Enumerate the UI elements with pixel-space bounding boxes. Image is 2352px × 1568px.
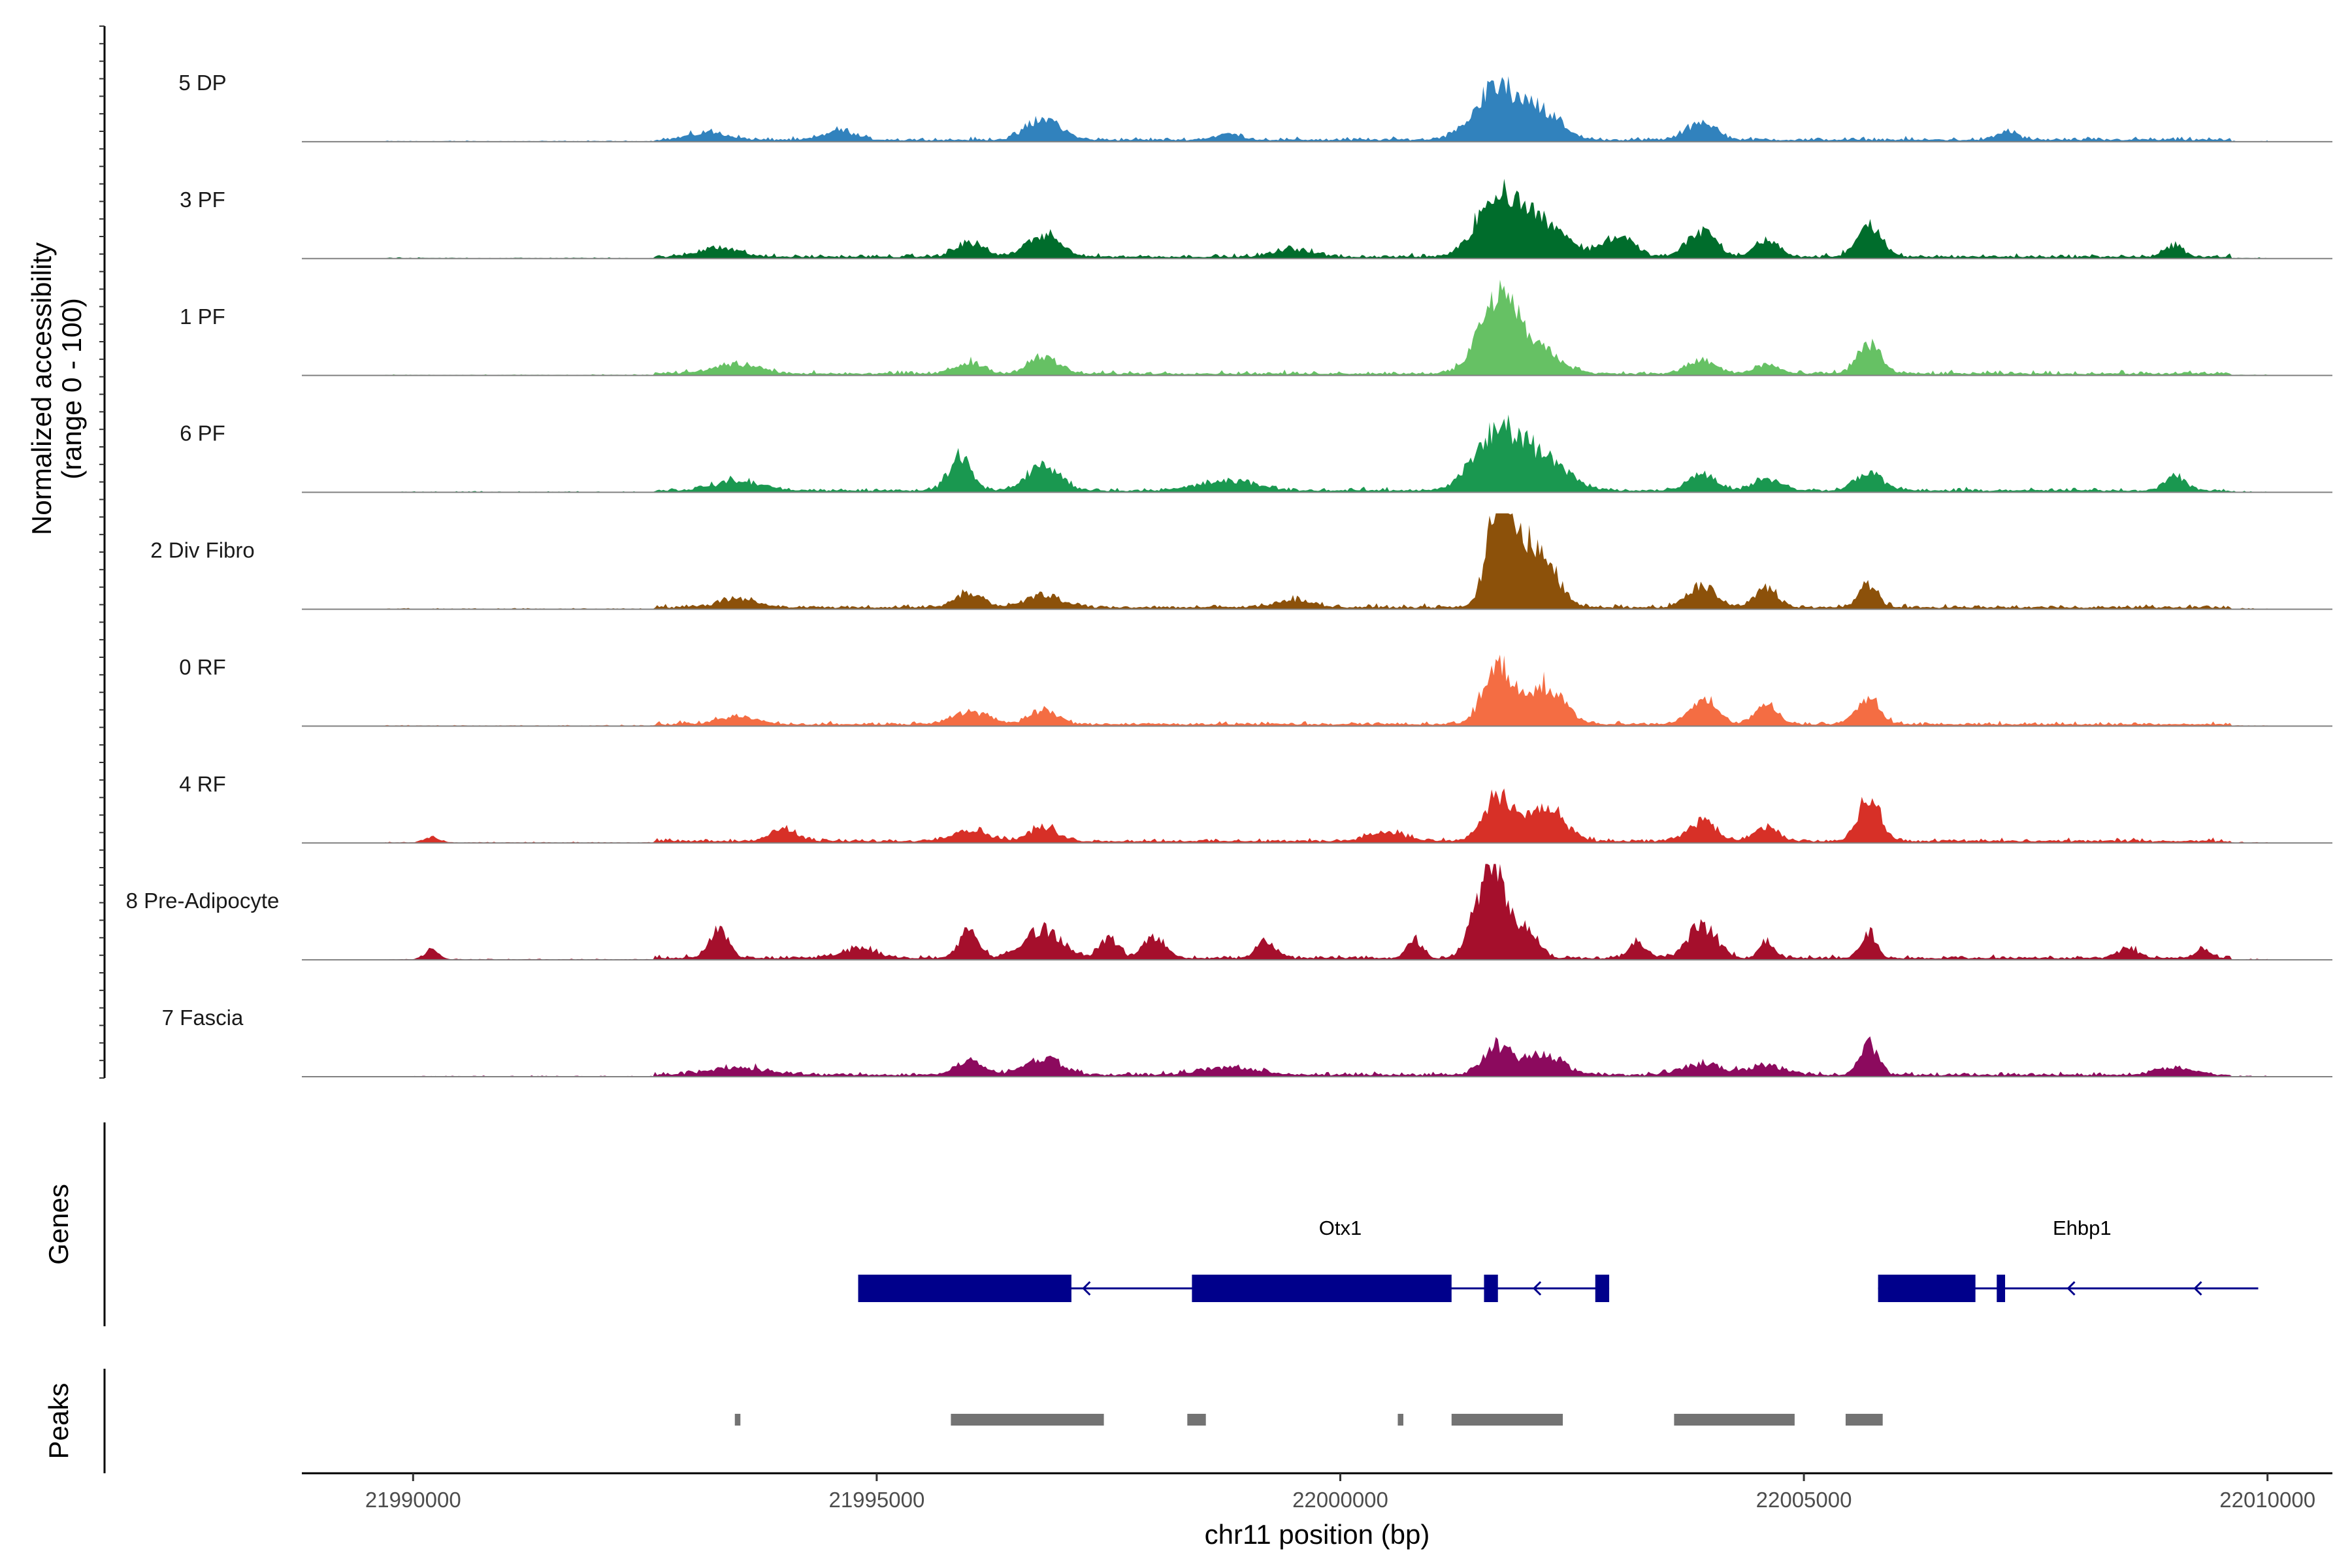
coverage-area	[385, 280, 2268, 376]
gene-model: Otx1	[858, 1217, 1610, 1302]
track-label: 1 PF	[180, 304, 225, 329]
track-label: 5 DP	[178, 71, 226, 95]
coverage-track: 3 PF	[180, 178, 2332, 259]
peaks-track-title: Peaks	[43, 1383, 74, 1460]
x-tick-label: 21990000	[365, 1488, 461, 1512]
x-tick-label: 21995000	[828, 1488, 924, 1512]
peak-region	[1397, 1414, 1403, 1426]
gene-exon	[1192, 1275, 1452, 1302]
track-label: 4 RF	[179, 772, 226, 796]
coverage-area	[385, 513, 2268, 610]
strand-arrow-icon	[1082, 1281, 1091, 1296]
peak-track: Peaks	[43, 1369, 1883, 1473]
coverage-area	[385, 864, 2268, 960]
coverage-track: 0 RF	[179, 655, 2332, 727]
x-tick-label: 22005000	[1756, 1488, 1852, 1512]
peak-region	[1845, 1414, 1883, 1426]
gene-exon	[1484, 1275, 1498, 1302]
strand-arrow-icon	[1532, 1281, 1542, 1296]
coverage-area	[385, 1036, 2268, 1077]
coverage-track: 1 PF	[180, 280, 2332, 376]
gene-track: Genes Otx1 Ehbp1	[43, 1122, 2259, 1326]
strand-arrow-icon	[2066, 1281, 2076, 1296]
coverage-track: 6 PF	[180, 414, 2332, 493]
track-label: 2 Div Fibro	[150, 538, 255, 563]
gene-model: Ehbp1	[1878, 1217, 2259, 1302]
coverage-area	[385, 414, 2268, 493]
track-label: 6 PF	[180, 421, 225, 446]
coverage-y-axis-title: Normalized accessibility(range 0 - 100)	[26, 242, 87, 535]
coverage-y-axis-title-line1: Normalized accessibility	[26, 242, 57, 535]
track-label: 7 Fascia	[162, 1005, 244, 1030]
gene-exon	[1997, 1275, 2006, 1302]
coverage-track: 2 Div Fibro	[150, 513, 2332, 610]
x-tick-label: 22000000	[1292, 1488, 1388, 1512]
coverage-area	[385, 178, 2268, 259]
gene-name-label: Ehbp1	[2053, 1217, 2112, 1239]
gene-track-title: Genes	[43, 1184, 74, 1265]
peak-region	[734, 1414, 741, 1426]
coverage-y-axis-title-line2: (range 0 - 100)	[56, 298, 87, 480]
coverage-area	[385, 655, 2268, 727]
gene-exon	[858, 1275, 1071, 1302]
gene-exon	[1595, 1275, 1610, 1302]
coverage-track: 5 DP	[178, 71, 2332, 142]
track-label: 8 Pre-Adipocyte	[126, 889, 280, 913]
coverage-track: 4 RF	[179, 772, 2332, 844]
x-tick-label: 22010000	[2219, 1488, 2315, 1512]
x-axis-title: chr11 position (bp)	[1205, 1519, 1430, 1550]
coverage-track: 8 Pre-Adipocyte	[126, 864, 2332, 961]
coverage-area	[385, 76, 2268, 142]
gene-exon	[1878, 1275, 1976, 1302]
peak-region	[951, 1414, 1104, 1426]
peak-region	[1674, 1414, 1795, 1426]
coverage-area	[385, 788, 2268, 843]
gene-name-label: Otx1	[1319, 1217, 1362, 1239]
coverage-tracks: Normalized accessibility(range 0 - 100) 5…	[26, 25, 2332, 1079]
peak-region	[1187, 1414, 1206, 1426]
peak-region	[1451, 1414, 1563, 1426]
coverage-track: 7 Fascia	[162, 1005, 2332, 1077]
x-axis: 21990000 21995000 22000000 22005000 22010000…	[302, 1472, 2332, 1550]
track-label: 3 PF	[180, 188, 225, 212]
track-label: 0 RF	[179, 655, 226, 679]
strand-arrow-icon	[2193, 1281, 2202, 1296]
